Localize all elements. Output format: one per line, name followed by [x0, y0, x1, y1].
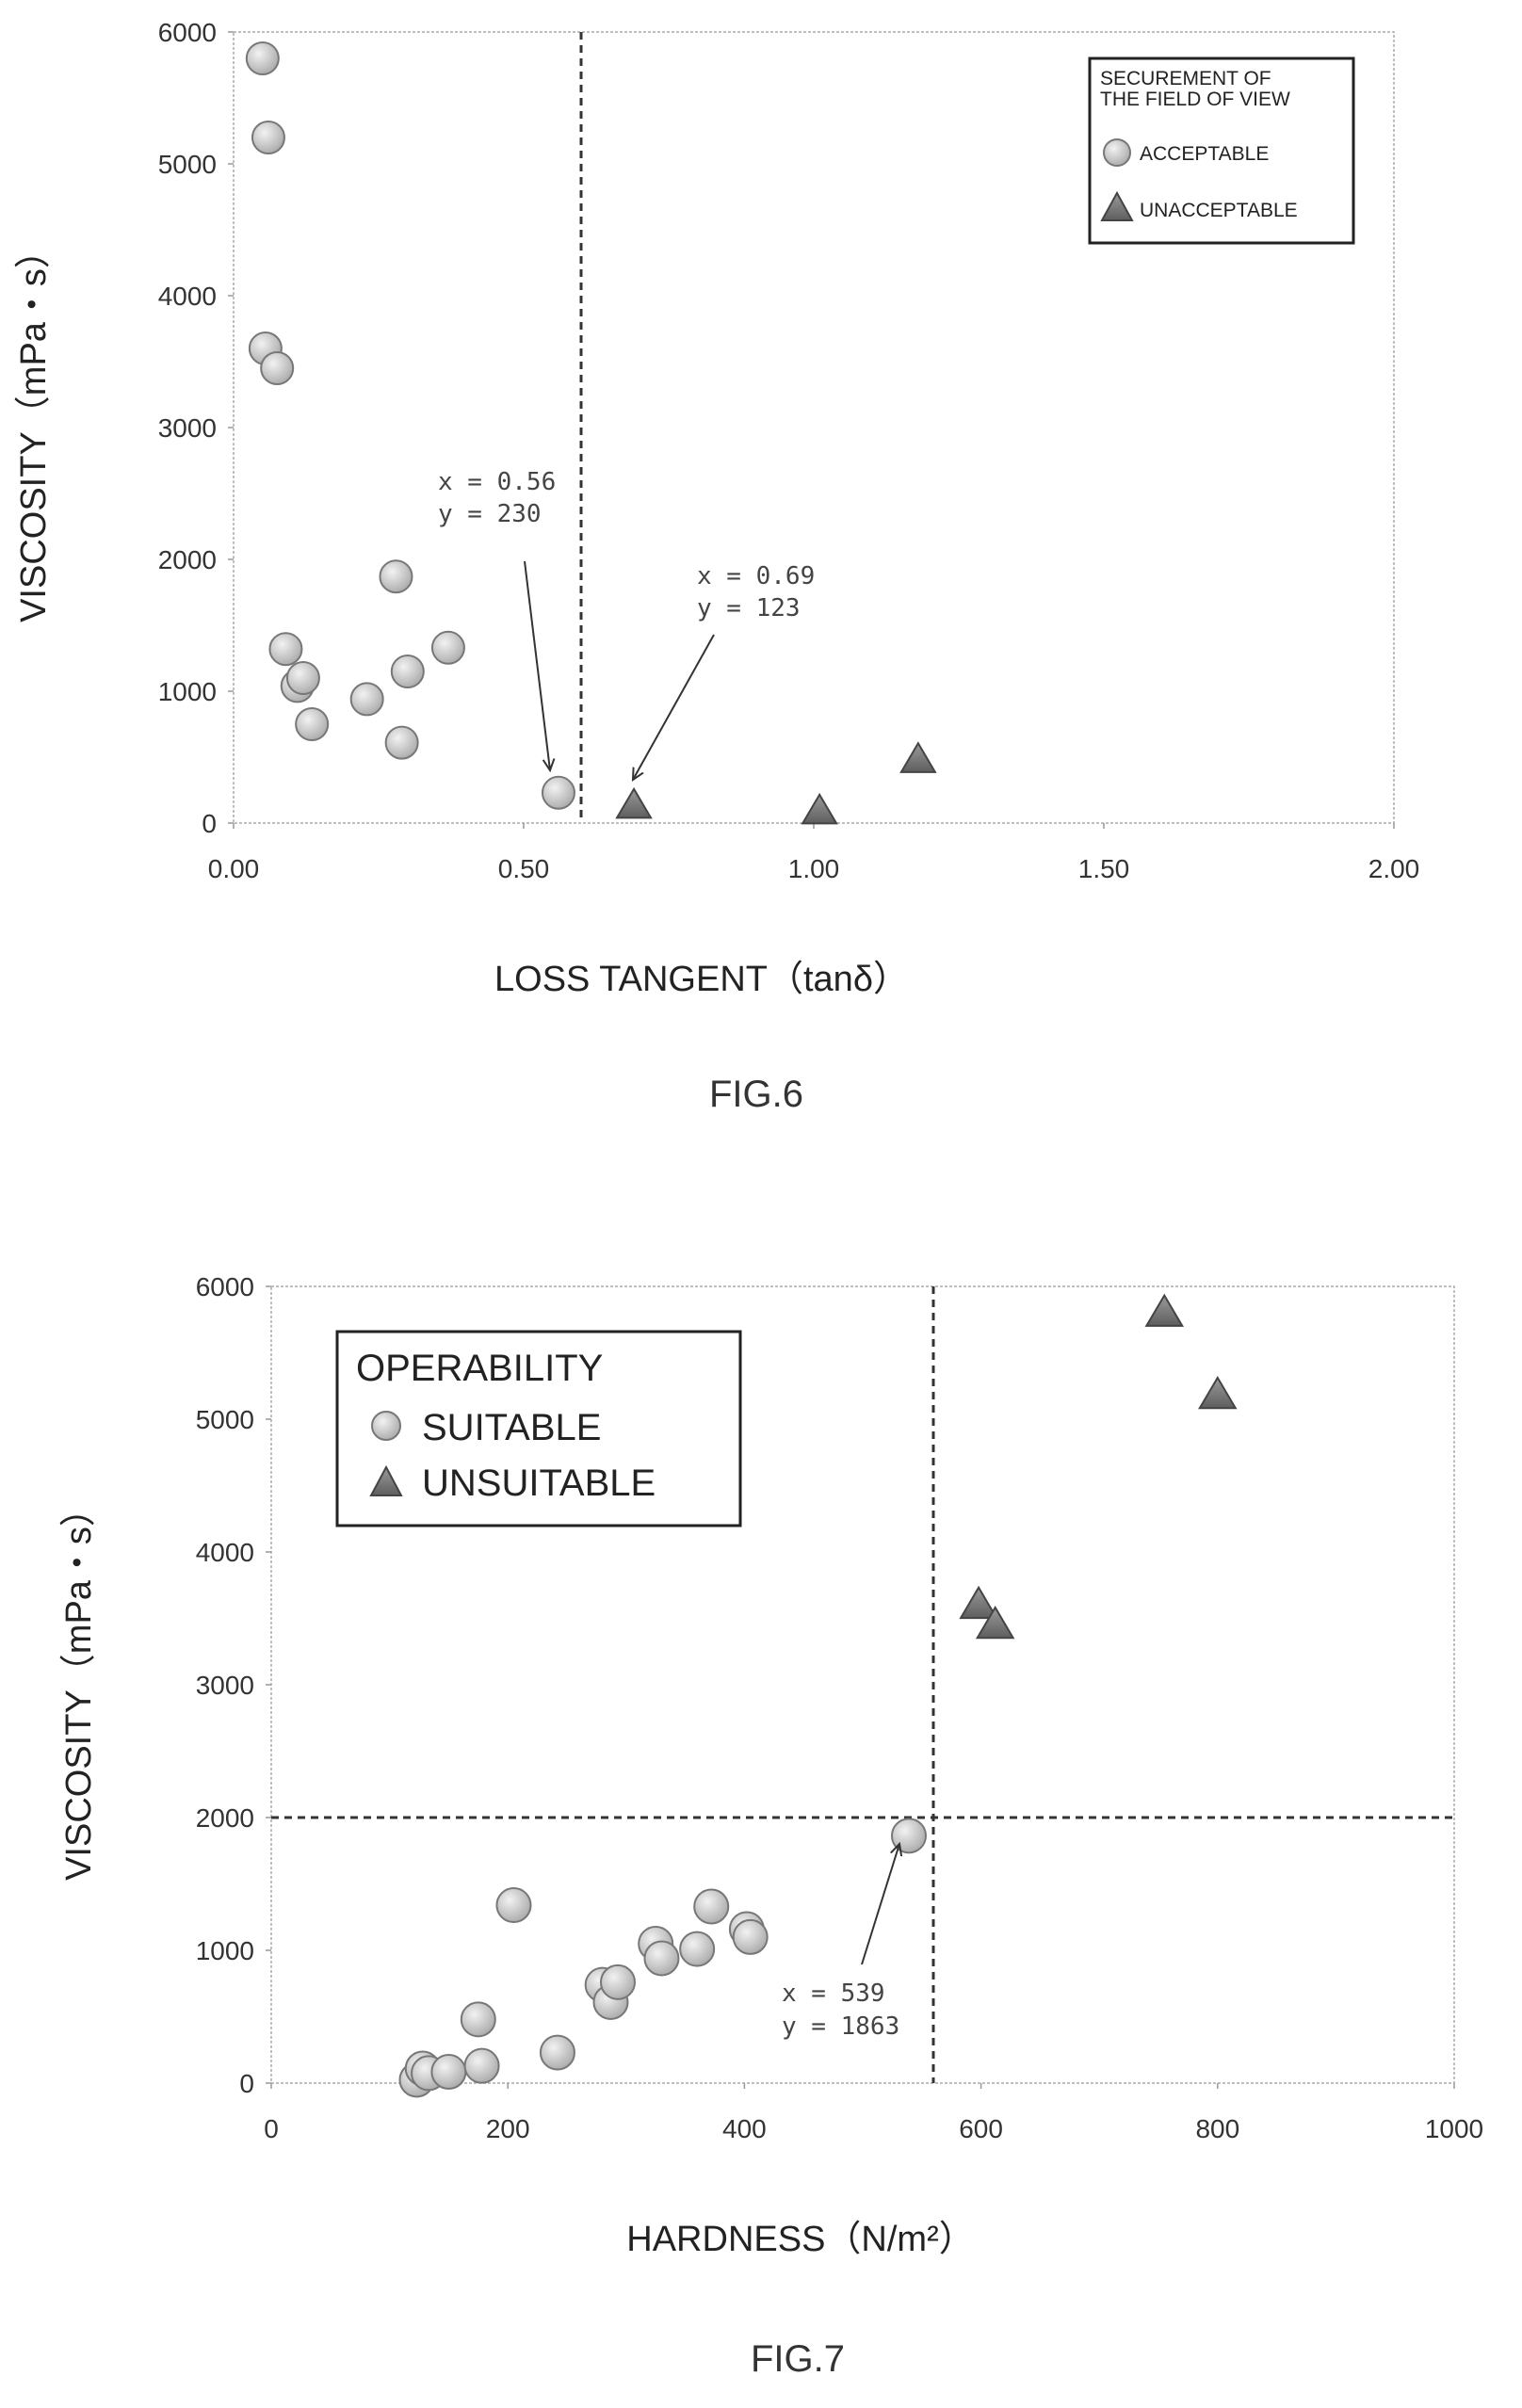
- data-point-triangle: [1198, 1376, 1238, 1410]
- data-point-circle: [285, 661, 320, 695]
- y-tick-label: 2000: [158, 545, 217, 574]
- legend-triangle-marker: [369, 1464, 403, 1496]
- data-point-circle: [890, 1818, 927, 1854]
- x-tick-label: 800: [1195, 2114, 1239, 2143]
- data-point-circle: [463, 2047, 500, 2084]
- data-point-circle: [541, 775, 575, 810]
- data-point-circle: [539, 2034, 575, 2071]
- y-tick-label: 0: [202, 809, 217, 838]
- y-axis-title: VISCOSITY（mPa・s）: [59, 1491, 99, 1881]
- x-tick-label: 0.50: [498, 854, 550, 883]
- y-tick-label: 5000: [158, 150, 217, 179]
- data-point-triangle: [899, 741, 937, 773]
- x-tick-label: 600: [959, 2114, 1003, 2143]
- data-point-circle: [495, 1887, 532, 1924]
- legend-title-line-1: SECUREMENT OF: [1100, 68, 1271, 89]
- x-axis-title: LOSS TANGENT（tanδ）: [494, 960, 909, 999]
- data-point-circle: [390, 655, 425, 688]
- x-tick-label: 200: [486, 2114, 530, 2143]
- annotation-label: x = 539: [782, 1980, 885, 2008]
- data-point-triangle: [801, 792, 838, 825]
- legend-triangle-marker: [1100, 190, 1134, 221]
- y-tick-label: 3000: [196, 1671, 254, 1700]
- y-tick-label: 5000: [196, 1405, 254, 1434]
- annotation-label: x = 0.56: [438, 468, 556, 496]
- legend-box: [335, 1330, 742, 1527]
- annotation-arrow: [633, 634, 715, 780]
- legend-label-unacceptable: UNACCEPTABLE: [1140, 200, 1298, 221]
- x-axis-ticks: 0.00 0.50 1.00 1.50 2.00: [208, 823, 1420, 883]
- legend-label-acceptable: ACCEPTABLE: [1140, 143, 1269, 165]
- legend-circle-marker: [371, 1411, 401, 1441]
- x-axis-title: HARDNESS（N/m²）: [626, 2220, 974, 2259]
- annotation-arrow: [524, 560, 550, 770]
- legend-title: OPERABILITY: [356, 1348, 603, 1389]
- figure-label: FIG.6: [709, 1074, 803, 1115]
- annotation-label: x = 0.69: [697, 562, 815, 590]
- annotation-label: y = 1863: [782, 2012, 899, 2041]
- x-tick-label: 1000: [1425, 2114, 1483, 2143]
- data-point-triangle: [959, 1585, 998, 1620]
- data-point-circle: [260, 351, 295, 385]
- y-tick-label: 6000: [158, 18, 217, 47]
- data-point-circle: [600, 1964, 637, 2000]
- y-tick-label: 1000: [196, 1936, 254, 1965]
- y-tick-label: 3000: [158, 413, 217, 443]
- legend: SECUREMENT OF THE FIELD OF VIEW ACCEPTAB…: [1088, 57, 1355, 245]
- legend-box: [1088, 57, 1355, 245]
- data-point-circle: [245, 41, 280, 75]
- legend-title-line-2: THE FIELD OF VIEW: [1100, 89, 1290, 110]
- y-tick-label: 0: [239, 2069, 254, 2098]
- data-point-triangle: [1144, 1293, 1185, 1327]
- figure-6-chart: 0 1000 2000 3000 4000 5000 6000 0.00 0.50 1.00 1.…: [14, 18, 1419, 1115]
- data-point-circle: [384, 725, 419, 760]
- legend: OPERABILITY SUITABLE UNSUITABLE: [335, 1330, 742, 1527]
- data-points: [398, 1293, 1238, 2098]
- data-point-circle: [643, 1940, 680, 1977]
- annotation-arrow: [861, 1844, 899, 1965]
- data-point-circle: [693, 1888, 730, 1925]
- data-point-circle: [679, 1931, 716, 1967]
- x-tick-label: 1.00: [788, 854, 840, 883]
- data-point-circle: [349, 682, 384, 717]
- data-point-circle: [430, 2054, 467, 2091]
- data-point-circle: [732, 1918, 769, 1955]
- y-axis-ticks: 0 1000 2000 3000 4000 5000 6000: [158, 18, 234, 838]
- y-axis-title: VISCOSITY（mPa・s）: [14, 233, 54, 622]
- y-tick-label: 6000: [196, 1272, 254, 1301]
- y-axis-ticks: 0 1000 2000 3000 4000 5000 6000: [196, 1272, 271, 2098]
- figure-label: FIG.7: [751, 2338, 845, 2380]
- legend-label-suitable: SUITABLE: [422, 1407, 601, 1448]
- y-tick-label: 4000: [158, 282, 217, 311]
- data-point-circle: [379, 559, 413, 594]
- legend-label-unsuitable: UNSUITABLE: [422, 1463, 656, 1504]
- data-point-triangle: [615, 786, 653, 819]
- data-point-circle: [430, 630, 465, 665]
- annotation-label: y = 123: [697, 594, 801, 622]
- x-axis-ticks: 0 200 400 600 800 1000: [264, 2083, 1483, 2143]
- y-tick-label: 4000: [196, 1538, 254, 1567]
- data-point-circle: [460, 2001, 496, 2038]
- figure-7-chart: 0 1000 2000 3000 4000 5000 6000 0 200 400 600 800 1…: [59, 1272, 1483, 2380]
- x-tick-label: 1.50: [1078, 854, 1130, 883]
- annotation-label: y = 230: [438, 500, 542, 528]
- data-points: [245, 41, 937, 825]
- x-tick-label: 0: [264, 2114, 279, 2143]
- x-tick-label: 400: [722, 2114, 767, 2143]
- x-tick-label: 2.00: [1368, 854, 1420, 883]
- data-point-circle: [268, 632, 303, 667]
- data-point-triangle: [975, 1605, 1015, 1640]
- data-point-circle: [251, 121, 285, 154]
- data-point-circle: [295, 707, 330, 741]
- legend-circle-marker: [1103, 138, 1131, 167]
- y-tick-label: 1000: [158, 677, 217, 706]
- x-tick-label: 0.00: [208, 854, 260, 883]
- y-tick-label: 2000: [196, 1803, 254, 1833]
